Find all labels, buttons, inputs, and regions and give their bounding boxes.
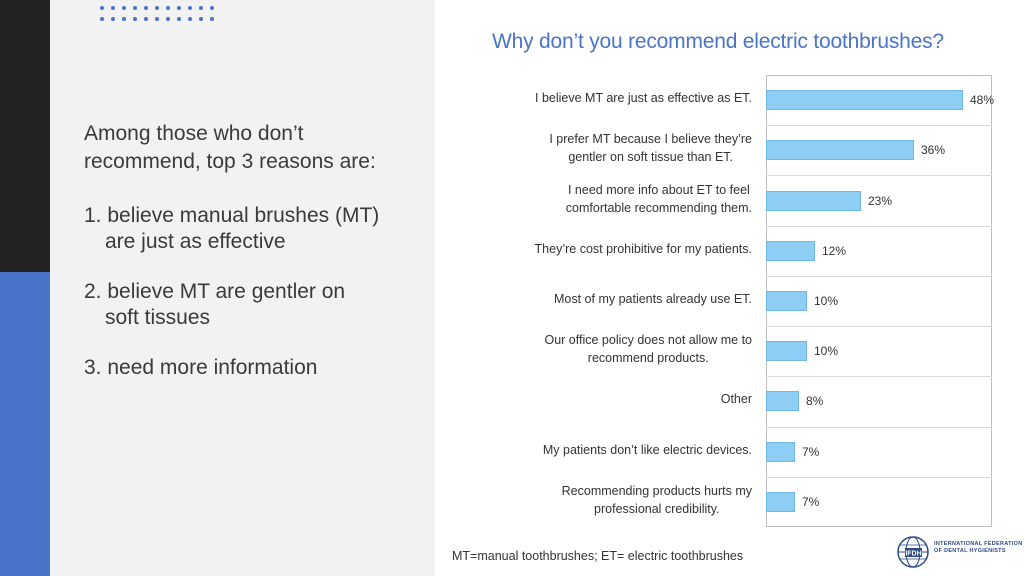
- chart-title: Why don’t you recommend electric toothbr…: [492, 30, 944, 53]
- value-label-6: 10%: [814, 344, 839, 358]
- value-label-9: 7%: [802, 495, 820, 509]
- value-label-1: 48%: [970, 93, 995, 107]
- left-dark-strip: [0, 0, 50, 272]
- category-label-3: I need more info about ET to feel comfort…: [565, 183, 752, 215]
- category-label-8: My patients don’t like electric devices.: [542, 443, 752, 457]
- gridline: [766, 376, 992, 377]
- gridline: [766, 326, 992, 327]
- reason-3: 3. need more information: [84, 355, 414, 381]
- bar-6: [766, 341, 807, 361]
- footnote: MT=manual toothbrushes; ET= electric too…: [452, 549, 744, 563]
- gridline: [766, 226, 992, 227]
- category-label-7: Other: [720, 392, 752, 406]
- category-label-9: Recommending products hurts my profession…: [561, 484, 752, 516]
- ifdh-logo: IFDH: [897, 536, 929, 568]
- bar-3: [766, 191, 861, 211]
- gridline: [766, 477, 992, 478]
- bar-8: [766, 442, 795, 462]
- value-label-2: 36%: [921, 143, 946, 157]
- reason-2: 2. believe MT are gentler on soft tissue…: [84, 279, 414, 331]
- intro-text: Among those who don’t recommend, top 3 r…: [84, 122, 376, 173]
- value-label-3: 23%: [868, 194, 893, 208]
- reason-1-line1: 1. believe manual brushes (MT): [84, 204, 380, 227]
- reason-2-line1: 2. believe MT are gentler on: [84, 280, 346, 303]
- bar-1: [766, 90, 963, 110]
- value-label-8: 7%: [802, 445, 820, 459]
- category-label-2: I prefer MT because I believe they’re gen…: [549, 132, 752, 164]
- logo-line2: of Dental Hygienists: [934, 548, 1006, 554]
- logo-text: International Federation of Dental Hygie…: [934, 541, 1022, 555]
- decorative-dots: [100, 6, 214, 28]
- reason-3-line1: 3. need more information: [84, 356, 318, 379]
- reason-2-line2: soft tissues: [105, 306, 211, 329]
- gridline: [766, 427, 992, 428]
- bar-4: [766, 241, 815, 261]
- bar-7: [766, 391, 799, 411]
- value-label-5: 10%: [814, 294, 839, 308]
- logo-line1: International Federation: [934, 541, 1023, 547]
- category-label-6: Our office policy does not allow me to re…: [544, 333, 752, 365]
- category-label-5: Most of my patients already use ET.: [553, 292, 752, 306]
- gridline: [766, 125, 992, 126]
- bar-5: [766, 291, 807, 311]
- reason-1: 1. believe manual brushes (MT) are just …: [84, 203, 414, 255]
- bar-9: [766, 492, 795, 512]
- category-label-4: They’re cost prohibitive for my patients…: [534, 242, 752, 256]
- bar-2: [766, 140, 914, 160]
- value-label-4: 12%: [822, 244, 847, 258]
- gridline: [766, 175, 992, 176]
- left-blue-strip: [0, 272, 50, 576]
- gridline: [766, 276, 992, 277]
- logo-mark: IFDH: [905, 551, 921, 558]
- category-label-1: I believe MT are just as effective as ET…: [535, 91, 752, 105]
- reason-1-line2: are just as effective: [105, 230, 286, 253]
- value-label-7: 8%: [806, 394, 824, 408]
- left-panel: [50, 0, 435, 576]
